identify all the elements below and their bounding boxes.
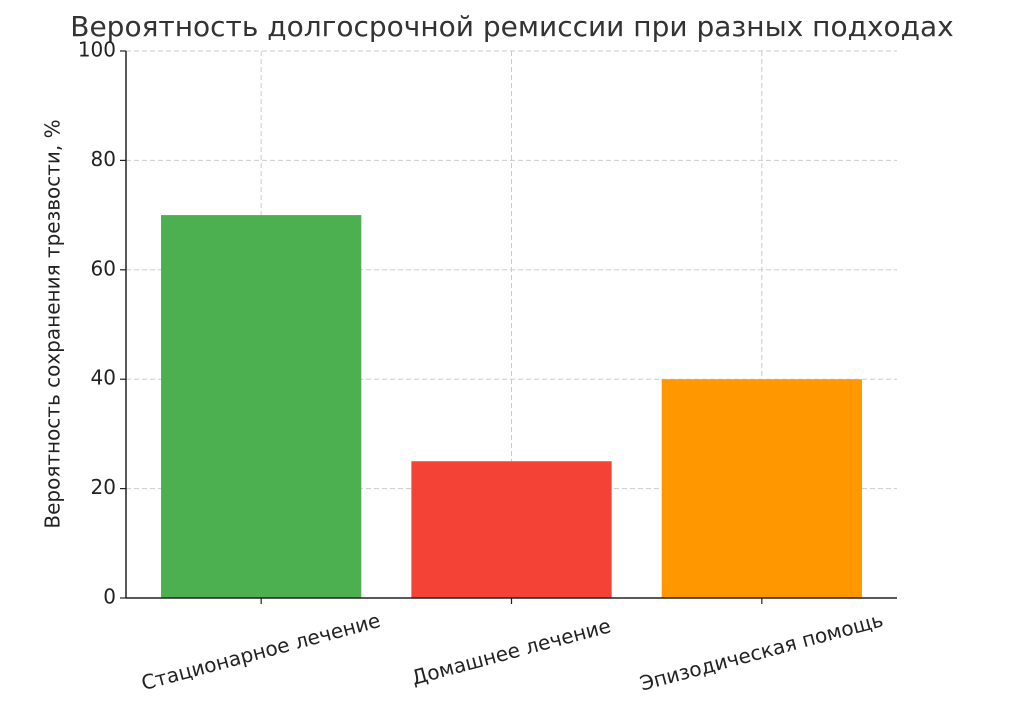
y-tick-label: 60 — [91, 256, 116, 280]
x-tick-label: Эпизодическая помощь — [637, 607, 886, 695]
x-tick-label: Стационарное лечение — [139, 608, 383, 695]
y-tick-label: 40 — [91, 366, 116, 390]
y-tick-label: 100 — [78, 38, 116, 62]
y-tick-label: 80 — [91, 147, 116, 171]
y-tick-label: 20 — [91, 475, 116, 499]
y-tick-label: 0 — [103, 585, 116, 609]
x-tick-label: Домашнее лечение — [409, 613, 613, 689]
bar — [661, 379, 862, 598]
plot-area — [161, 215, 862, 598]
bar — [411, 461, 612, 598]
bar — [161, 215, 362, 598]
chart-title: Вероятность долгосрочной ремиссии при ра… — [70, 10, 954, 43]
y-axis-label: Вероятность сохранения трезвости, % — [41, 119, 65, 528]
